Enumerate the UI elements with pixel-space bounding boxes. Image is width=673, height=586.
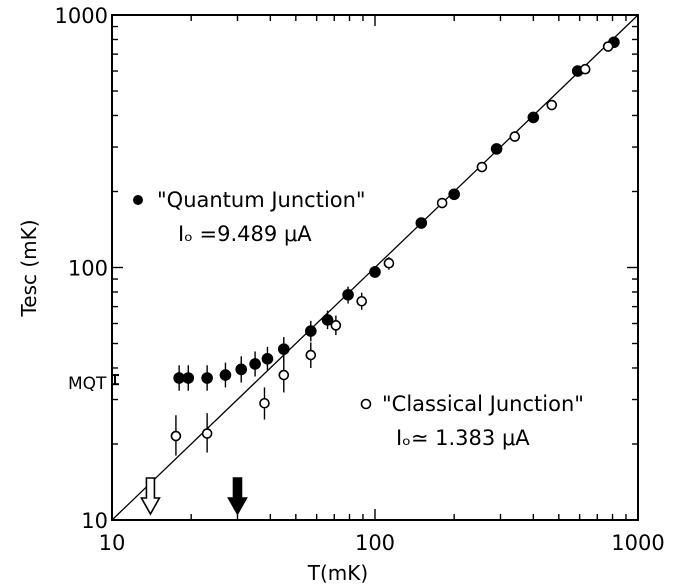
- arrow-filled: [227, 477, 248, 516]
- classical-point: [201, 428, 213, 439]
- classical-point: [509, 131, 521, 142]
- classical-point: [278, 369, 290, 381]
- classical-point: [579, 63, 591, 75]
- quantum-point: [490, 143, 503, 155]
- x-axis-title: T(mK): [307, 561, 368, 585]
- legend-label-classical: "Classical Junction": [382, 392, 584, 416]
- y-tick-label: 10: [81, 509, 108, 533]
- x-tick-label: 1000: [611, 531, 664, 555]
- y-axis-title: Tesc (mK): [17, 219, 41, 317]
- legend-current-quantum: Iₒ =9.489 μA: [178, 222, 312, 246]
- quantum-point: [321, 314, 334, 326]
- y-tick-label: 1000: [55, 4, 108, 28]
- classical-point: [436, 197, 448, 209]
- quantum-point: [304, 325, 317, 337]
- classical-point: [356, 295, 367, 307]
- legend-current-classical: Iₒ≃ 1.383 μA: [396, 426, 530, 450]
- quantum-point: [249, 358, 261, 370]
- quantum-point: [342, 288, 354, 301]
- legend-marker-classical: [360, 398, 372, 410]
- classical-point: [476, 161, 488, 173]
- x-tick-label: 100: [355, 531, 395, 555]
- quantum-point: [261, 352, 274, 365]
- classical-point: [546, 99, 558, 111]
- classical-point: [383, 257, 395, 269]
- y-tick-label: 100: [68, 257, 108, 281]
- classical-point: [330, 320, 342, 331]
- classical-point: [305, 349, 317, 361]
- x-tick-label: 10: [99, 531, 126, 555]
- legend-marker-quantum: [133, 195, 143, 205]
- quantum-point: [277, 343, 290, 355]
- legend-label-quantum: "Quantum Junction": [157, 188, 366, 212]
- quantum-point: [448, 188, 460, 201]
- quantum-point: [235, 363, 248, 376]
- quantum-point: [527, 111, 540, 124]
- axis-titles: T(mK) Tesc (mK): [17, 219, 368, 585]
- data-marks: [111, 14, 639, 521]
- arrow-open: [140, 477, 161, 516]
- quantum-point: [369, 266, 381, 278]
- classical-point: [259, 397, 270, 409]
- axes: 10 100 1000 10 100 1000: [55, 4, 665, 555]
- quantum-point: [201, 372, 213, 384]
- quantum-point: [415, 217, 428, 229]
- mqt-label: MQT: [68, 374, 107, 394]
- legend-annotations: "Quantum Junction" Iₒ =9.489 μA "Classic…: [68, 188, 584, 450]
- classical-point: [170, 430, 182, 442]
- quantum-point: [182, 372, 195, 384]
- classical-point: [602, 41, 614, 52]
- quantum-point: [219, 369, 232, 381]
